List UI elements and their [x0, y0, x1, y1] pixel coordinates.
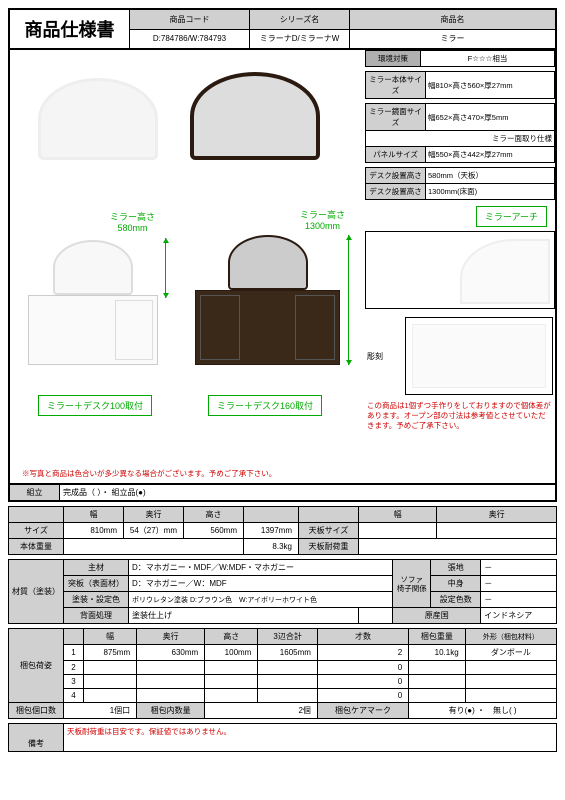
combo2-label: ミラー＋デスク160取付 — [208, 395, 322, 416]
mirror-white-image — [38, 78, 158, 160]
top-size-label: 天板サイズ — [299, 523, 359, 539]
packing-count-value: 1個口 — [64, 703, 137, 719]
packing-inner-value: 2個 — [205, 703, 318, 719]
desk-h2-value: 1300mm(床面) — [426, 184, 555, 200]
packing-section-label: 梱包荷姿 — [9, 629, 64, 703]
side-note: この商品は1個ずつ手作りをしておりますので個体差があります。オープン部の寸法は参… — [365, 397, 555, 434]
env-value: F☆☆☆相当 — [421, 51, 555, 67]
depth-value: 54（27）mm — [124, 523, 184, 539]
packing-count-label: 梱包個口数 — [9, 703, 64, 719]
code-label: 商品コード — [130, 10, 250, 30]
remarks-note: 天板耐荷重は目安です。保証値ではありません。 — [64, 724, 557, 752]
series-label: シリーズ名 — [250, 10, 350, 30]
material-section-label: 材質（塗装） — [9, 560, 64, 624]
packing-row-4: 40 — [9, 689, 557, 703]
desk-h2-label: デスク設置高さ — [366, 184, 426, 200]
code-value: D:784786/W:784793 — [130, 29, 250, 49]
body-size-value: 幅810×高さ560×厚27mm — [426, 72, 555, 99]
assembly-label: 組立 — [10, 485, 60, 501]
assembly-value: 完成品（ ）・ 組立品(●) — [60, 485, 556, 501]
mirror-dark-image — [190, 72, 320, 160]
carve-image — [405, 317, 553, 395]
desk-h1-value: 580mm（天板） — [426, 168, 555, 184]
height-arrow-2 — [348, 235, 349, 365]
arch-label: ミラーアーチ — [476, 206, 547, 227]
remarks-label: 備考 — [9, 724, 64, 752]
height2-label: ミラー高さ1300mm — [300, 208, 345, 231]
top-height-value: 1397mm — [244, 523, 299, 539]
origin-value: インドネシア — [481, 608, 557, 624]
product-value: ミラー — [350, 29, 556, 49]
carve-label: 彫刻 — [365, 315, 403, 397]
arch-image — [365, 231, 555, 309]
size-label: サイズ — [9, 523, 64, 539]
product-label: 商品名 — [350, 10, 556, 30]
height-value: 560mm — [184, 523, 244, 539]
panel-value: 幅550×高さ442×厚27mm — [426, 147, 555, 163]
dimensions-table: 幅 奥行 高さ 幅 奥行 サイズ 810mm 54（27）mm 560mm 13… — [8, 506, 557, 555]
desk-h1-label: デスク設置高さ — [366, 168, 426, 184]
attach-label: ミラー面取り仕様 — [366, 131, 555, 147]
combo1-label: ミラー＋デスク100取付 — [38, 395, 152, 416]
packing-table: 梱包荷姿 幅 奥行 高さ 3辺合計 才数 梱包重量 外形（梱包材料） 1 875… — [8, 628, 557, 719]
body-size-label: ミラー本体サイズ — [366, 72, 426, 99]
side-spec-panel: 環境対策 F☆☆☆相当 ミラー本体サイズ 幅810×高さ560×厚27mm ミラ… — [365, 50, 555, 434]
doc-title: 商品仕様書 — [10, 10, 130, 49]
packing-care-value: 有り(●) ・ 無し( ) — [409, 703, 557, 719]
remarks-table: 備考 天板耐荷重は目安です。保証値ではありません。 — [8, 723, 557, 752]
series-value: ミラーナD/ミラーナW — [250, 29, 350, 49]
dresser-dark-image — [195, 235, 340, 365]
back-value: 塗装仕上げ — [129, 608, 359, 624]
packing-row-1: 1 875mm 630mm 100mm 1605mm 2 10.1kg ダンボー… — [9, 645, 557, 661]
packing-row-3: 30 — [9, 675, 557, 689]
photo-note: ※写真と商品は色合いが多少異なる場合がございます。予めご了承下さい。 — [22, 468, 276, 479]
weight-label: 本体重量 — [9, 539, 64, 555]
glass-size-label: ミラー鏡面サイズ — [366, 104, 426, 131]
env-label: 環境対策 — [366, 51, 421, 67]
assembly-table: 組立 完成品（ ）・ 組立品(●) — [9, 484, 556, 501]
veneer-value: D：マホガニー／W：MDF — [129, 576, 393, 592]
top-load-label: 天板耐荷重 — [299, 539, 359, 555]
weight-value: 8.3kg — [244, 539, 299, 555]
packing-row-2: 20 — [9, 661, 557, 675]
image-area: ミラー高さ580mm ミラー高さ1300mm ミラー＋デスク100取付 ミラー＋… — [9, 49, 556, 484]
width-value: 810mm — [64, 523, 124, 539]
panel-label: パネルサイズ — [366, 147, 426, 163]
glass-size-value: 幅652×高さ470×厚5mm — [426, 104, 555, 131]
height-arrow-1 — [165, 238, 166, 298]
header-table: 商品仕様書 商品コード シリーズ名 商品名 D:784786/W:784793 … — [9, 9, 556, 49]
paint-value: ポリウレタン塗装 D:ブラウン色 W:アイボリーホワイト色 — [129, 592, 393, 608]
main-material-value: D：マホガニー・MDF／W:MDF・マホガニー — [129, 560, 393, 576]
dresser-white-image — [28, 240, 158, 365]
sofa-label: ソファ椅子関係 — [393, 560, 431, 608]
height1-label: ミラー高さ580mm — [110, 210, 155, 233]
material-table: 材質（塗装） 主材 D：マホガニー・MDF／W:MDF・マホガニー ソファ椅子関… — [8, 559, 557, 624]
